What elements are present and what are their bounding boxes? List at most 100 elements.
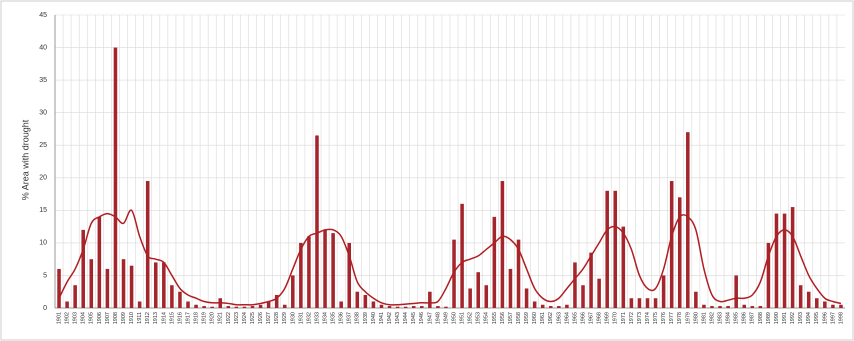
y-tick-label: 40 bbox=[39, 44, 47, 51]
bar bbox=[742, 304, 747, 308]
x-tick-label: 1908 bbox=[113, 312, 119, 324]
x-tick-label: 1962 bbox=[548, 312, 554, 324]
bar bbox=[387, 306, 392, 308]
x-tick-label: 1934 bbox=[323, 312, 329, 324]
x-tick-label: 1977 bbox=[669, 312, 675, 324]
bar bbox=[597, 278, 601, 308]
bar bbox=[557, 306, 561, 308]
x-tick-label: 1914 bbox=[161, 312, 167, 324]
x-tick-label: 1926 bbox=[258, 312, 264, 324]
bar bbox=[798, 285, 803, 308]
bar bbox=[299, 242, 303, 308]
bar bbox=[331, 233, 335, 308]
x-tick-label: 1965 bbox=[572, 312, 578, 324]
trend-line bbox=[58, 209, 842, 306]
bar bbox=[436, 306, 440, 308]
x-tick-label: 1957 bbox=[508, 312, 514, 324]
x-tick-label: 1994 bbox=[806, 312, 812, 324]
x-tick-label: 1978 bbox=[677, 312, 683, 324]
x-tick-label: 1991 bbox=[782, 312, 788, 324]
x-tick-label: 1974 bbox=[645, 312, 651, 324]
y-tick-label: 20 bbox=[39, 175, 47, 182]
bar bbox=[532, 301, 537, 308]
bar bbox=[162, 262, 166, 308]
bar bbox=[170, 285, 174, 308]
x-tick-label: 1938 bbox=[355, 312, 361, 324]
bar bbox=[266, 301, 271, 308]
bar bbox=[411, 306, 416, 308]
bar bbox=[734, 275, 738, 308]
x-tick-label: 1921 bbox=[218, 312, 224, 324]
bar bbox=[790, 207, 795, 308]
x-tick-label: 1909 bbox=[121, 312, 127, 324]
x-tick-label: 1972 bbox=[629, 312, 635, 324]
x-tick-label: 1925 bbox=[250, 312, 256, 324]
x-tick-label: 1939 bbox=[363, 312, 369, 324]
bar bbox=[645, 298, 650, 308]
x-tick-label: 1995 bbox=[814, 312, 820, 324]
x-tick-label: 1916 bbox=[177, 312, 183, 324]
x-tick-label: 1949 bbox=[443, 312, 449, 324]
x-tick-label: 1970 bbox=[613, 312, 619, 324]
x-tick-label: 1998 bbox=[838, 312, 844, 324]
bar bbox=[210, 306, 214, 308]
bar bbox=[573, 262, 577, 308]
bar bbox=[782, 213, 787, 308]
bar bbox=[339, 301, 343, 308]
bar bbox=[718, 306, 722, 308]
y-tick-label: 15 bbox=[39, 207, 47, 214]
x-tick-label: 1911 bbox=[137, 312, 143, 324]
x-tick-label: 1980 bbox=[693, 312, 699, 324]
y-axis-label: % Area with drought bbox=[20, 119, 30, 200]
bar bbox=[613, 190, 618, 308]
x-tick-label: 1920 bbox=[210, 312, 216, 324]
bar bbox=[621, 226, 626, 308]
x-tick-label: 1919 bbox=[202, 312, 208, 324]
bar bbox=[315, 135, 319, 308]
x-tick-label: 1941 bbox=[379, 312, 385, 324]
x-tick-label: 1997 bbox=[830, 312, 836, 324]
y-tick-label: 5 bbox=[43, 272, 47, 279]
x-tick-label: 1930 bbox=[290, 312, 296, 324]
x-tick-label: 1931 bbox=[298, 312, 304, 324]
bar bbox=[137, 301, 142, 308]
bar bbox=[178, 291, 182, 308]
bar bbox=[548, 306, 553, 308]
x-tick-label: 1992 bbox=[790, 312, 796, 324]
x-tick-label: 1933 bbox=[314, 312, 320, 324]
x-tick-label: 1964 bbox=[564, 312, 570, 324]
bar bbox=[145, 181, 150, 308]
bar bbox=[194, 304, 198, 308]
bar bbox=[395, 306, 400, 308]
bar bbox=[81, 229, 85, 308]
x-tick-label: 1944 bbox=[403, 312, 409, 324]
bar bbox=[758, 306, 763, 308]
x-tick-label: 1923 bbox=[234, 312, 240, 324]
x-tick-label: 1993 bbox=[798, 312, 804, 324]
x-tick-label: 1905 bbox=[89, 312, 95, 324]
bar bbox=[605, 190, 609, 308]
x-tick-label: 1951 bbox=[460, 312, 466, 324]
bar bbox=[97, 216, 102, 308]
x-tick-label: 1924 bbox=[242, 312, 248, 324]
x-tick-label: 1996 bbox=[822, 312, 828, 324]
x-tick-label: 1936 bbox=[339, 312, 345, 324]
x-tick-label: 1945 bbox=[411, 312, 417, 324]
x-tick-label: 1981 bbox=[701, 312, 707, 324]
x-tick-label: 1987 bbox=[750, 312, 756, 324]
x-tick-label: 1943 bbox=[395, 312, 401, 324]
bar bbox=[492, 216, 497, 308]
y-tick-label: 35 bbox=[39, 77, 47, 84]
bar bbox=[274, 294, 279, 308]
bar bbox=[774, 213, 779, 308]
x-tick-label: 1968 bbox=[597, 312, 603, 324]
x-tick-label: 1913 bbox=[153, 312, 159, 324]
x-tick-label: 1946 bbox=[419, 312, 425, 324]
x-tick-label: 1975 bbox=[653, 312, 659, 324]
bar bbox=[589, 252, 593, 308]
bar bbox=[234, 306, 239, 308]
bar bbox=[129, 265, 134, 308]
bar bbox=[581, 285, 585, 308]
bar bbox=[153, 262, 158, 308]
